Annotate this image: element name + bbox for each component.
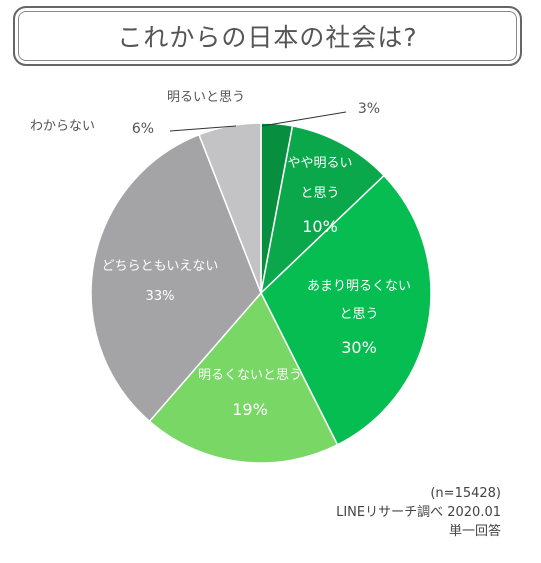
leader-line-5	[169, 125, 237, 132]
pie-slice-2	[260, 174, 432, 446]
slice-label-5: わからない	[30, 119, 95, 134]
slice-value-0: 3%	[358, 101, 380, 117]
leader-line-0	[261, 111, 347, 127]
slice-value-3: 19%	[232, 400, 268, 419]
slice-label-0: 明るいと思う	[167, 90, 245, 105]
slice-label-2: あまり明るくない	[307, 279, 411, 294]
slice-label-1: やや明るい	[287, 156, 352, 171]
title-box: これからの日本の社会は?	[13, 6, 522, 66]
pie-slice-5	[198, 122, 262, 294]
sample-size: (n=15428)	[430, 486, 501, 501]
pie-slices	[90, 122, 432, 464]
pie-slice-3	[148, 291, 339, 464]
slice-value-2: 30%	[341, 338, 377, 357]
pie-slice-4	[90, 133, 262, 423]
pie-labels: 明るいと思う3%やや明るいと思う10%あまり明るくないと思う30%明るくないと思…	[30, 90, 411, 419]
slice-value-4: 33%	[146, 289, 175, 304]
slice-label-line2-2: と思う	[339, 307, 378, 322]
footer: (n=15428) LINEリサーチ調べ 2020.01 単一回答	[336, 484, 501, 541]
slice-value-5: 6%	[132, 121, 154, 137]
slice-label-line2-1: と思う	[300, 186, 339, 201]
source-note: LINEリサーチ調べ 2020.01	[336, 505, 501, 520]
slice-value-1: 10%	[302, 217, 338, 236]
answer-type: 単一回答	[448, 524, 501, 539]
chart-title: これからの日本の社会は?	[117, 23, 418, 52]
pie-slice-1	[259, 125, 386, 296]
slice-label-3: 明るくないと思う	[198, 368, 302, 383]
slice-label-4: どちらともいえない	[102, 259, 219, 274]
